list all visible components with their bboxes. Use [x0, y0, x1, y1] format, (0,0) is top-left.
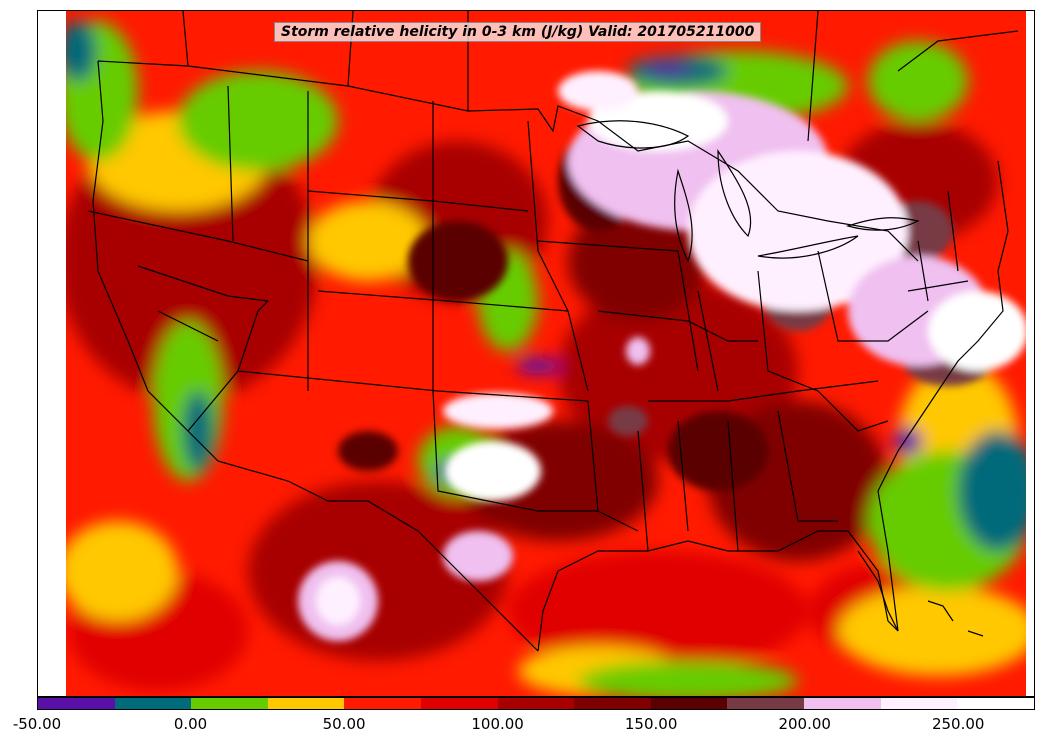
color-scale-segment: [421, 698, 498, 709]
color-scale-tick-label: 50.00: [322, 715, 366, 733]
color-scale-segment: [957, 698, 1034, 709]
color-scale-segment: [191, 698, 268, 709]
color-scale-segment: [267, 698, 345, 709]
helicity-field: [66, 11, 1026, 696]
color-scale-segment: [804, 698, 881, 709]
map-panel: Storm relative helicity in 0-3 km (J/kg)…: [37, 10, 1035, 697]
state-boundaries: [87, 60, 1009, 652]
color-scale-segment: [650, 698, 728, 709]
color-scale-segment: [497, 698, 575, 709]
color-scale-ticks: -50.00 0.00 50.00 100.00 150.00 200.00 250.00: [13, 710, 1035, 745]
color-scale-tick-label: 250.00: [931, 715, 985, 733]
color-scale-segment: [880, 698, 958, 709]
islands: [857, 550, 984, 637]
color-scale-tick-label: 200.00: [778, 715, 831, 733]
color-scale-bar: [37, 697, 1035, 710]
map-title: Storm relative helicity in 0-3 km (J/kg)…: [274, 22, 762, 42]
color-scale-tick-label: 0.00: [173, 715, 208, 733]
color-scale-segment: [38, 698, 115, 709]
color-scale-segment: [114, 698, 192, 709]
color-scale-tick-label: 150.00: [624, 715, 678, 733]
color-scale-segment: [344, 698, 422, 709]
color-scale-segment: [574, 698, 651, 709]
color-scale-tick-label: -50.00: [12, 715, 62, 733]
color-scale-segment: [727, 698, 805, 709]
color-scale-tick-label: 100.00: [471, 715, 524, 733]
helicity-map: [66, 11, 1026, 696]
great-lakes: [576, 120, 920, 263]
